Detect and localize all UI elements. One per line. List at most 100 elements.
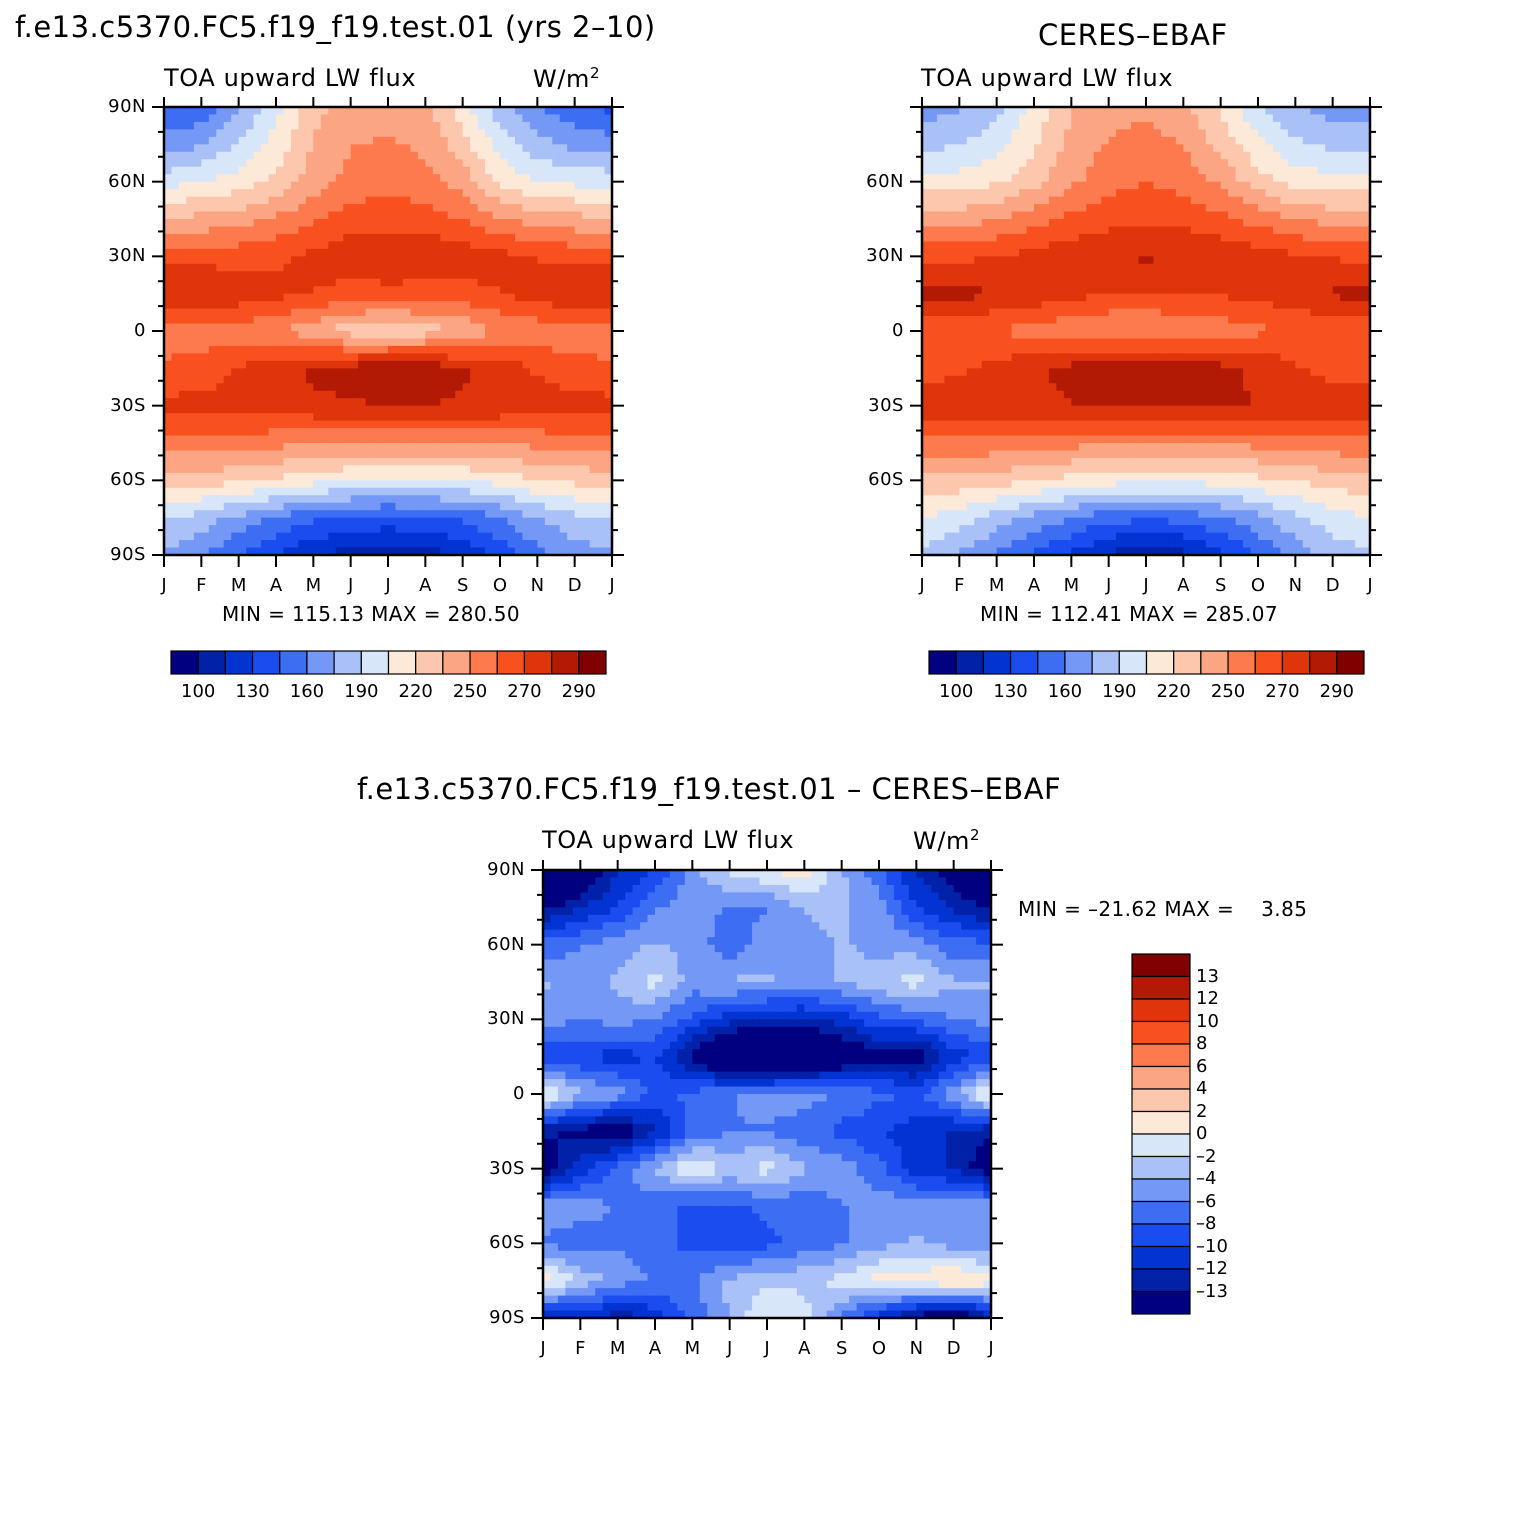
model-cell — [268, 510, 277, 519]
model-cell — [402, 144, 411, 153]
model-cell — [208, 159, 217, 168]
model-cell — [574, 189, 583, 198]
obs-cell — [1340, 233, 1349, 242]
obs-cell — [1034, 189, 1043, 198]
model-cell — [305, 428, 314, 437]
model-cell — [238, 435, 247, 444]
obs-cell — [1011, 226, 1020, 235]
obs-cell — [1190, 121, 1199, 130]
model-cell — [589, 211, 598, 220]
model-cell — [231, 196, 240, 205]
model-cell — [231, 413, 240, 422]
model-cell — [432, 480, 441, 489]
model-cell — [328, 398, 337, 407]
obs-cell — [1071, 174, 1080, 183]
model-cell — [388, 159, 397, 168]
model-cell — [305, 443, 314, 452]
model-cell — [432, 338, 441, 347]
model-cell — [276, 428, 285, 437]
model-cell — [544, 278, 553, 287]
obs-cell — [1302, 136, 1311, 145]
model-cell — [388, 278, 397, 287]
model-cell — [193, 405, 202, 414]
model-cell — [208, 121, 217, 130]
model-cell — [582, 233, 591, 242]
model-cell — [582, 226, 591, 235]
obs-cell — [1063, 129, 1072, 138]
model-cell — [470, 241, 479, 250]
model-cell — [238, 338, 247, 347]
obs-cell — [989, 121, 998, 130]
model-cell — [514, 480, 523, 489]
model-cell — [604, 547, 613, 556]
model-cell — [276, 465, 285, 474]
obs-cell — [1235, 263, 1244, 272]
obs-cell — [1175, 129, 1184, 138]
obs-cell — [1004, 129, 1013, 138]
model-cell — [186, 502, 195, 511]
obs-cell — [1004, 181, 1013, 190]
model-cell — [402, 323, 411, 332]
obs-cell — [1063, 159, 1072, 168]
model-cell — [373, 107, 382, 116]
obs-cell — [1026, 151, 1035, 160]
model-cell — [470, 465, 479, 474]
model-cell — [276, 301, 285, 310]
model-cell — [305, 502, 314, 511]
model-cell — [290, 517, 299, 526]
model-cell — [552, 443, 561, 452]
model-cell — [320, 517, 329, 526]
obs-cell — [1116, 107, 1125, 116]
obs-cell — [1078, 211, 1087, 220]
model-cell — [298, 121, 307, 130]
model-cell — [425, 189, 434, 198]
model-cell — [261, 487, 270, 496]
model-cell — [462, 375, 471, 384]
model-cell — [178, 196, 187, 205]
model-cell — [253, 525, 262, 534]
model-cell — [223, 525, 232, 534]
model-cell — [395, 121, 404, 130]
obs-cell — [922, 189, 931, 198]
model-cell — [253, 286, 262, 295]
model-cell — [261, 107, 270, 116]
model-cell — [470, 293, 479, 302]
model-cell — [298, 301, 307, 310]
model-cell — [335, 301, 344, 310]
model-cell — [537, 151, 546, 160]
obs-cell — [936, 129, 945, 138]
model-cell — [253, 450, 262, 459]
model-cell — [477, 219, 486, 228]
model-cell — [417, 443, 426, 452]
obs-cell — [1235, 114, 1244, 123]
model-cell — [582, 338, 591, 347]
model-cell — [320, 233, 329, 242]
model-cell — [582, 383, 591, 392]
obs-cell — [951, 114, 960, 123]
model-cell — [559, 360, 568, 369]
model-cell — [388, 450, 397, 459]
model-cell — [253, 331, 262, 340]
obs-cell — [1183, 248, 1192, 257]
model-cell — [470, 353, 479, 362]
model-cell — [216, 278, 225, 287]
model-cell — [328, 301, 337, 310]
obs-cell — [1183, 107, 1192, 116]
obs-cell — [1325, 256, 1334, 265]
model-cell — [231, 450, 240, 459]
model-cell — [485, 293, 494, 302]
model-cell — [582, 121, 591, 130]
model-cell — [261, 278, 270, 287]
obs-cell — [1086, 129, 1095, 138]
model-cell — [492, 219, 501, 228]
model-cell — [507, 345, 516, 354]
model-cell — [395, 278, 404, 287]
model-cell — [589, 390, 598, 399]
model-cell — [335, 293, 344, 302]
obs-cell — [1258, 204, 1267, 213]
model-cell — [358, 331, 367, 340]
model-cell — [514, 353, 523, 362]
model-cell — [365, 435, 374, 444]
obs-cell — [966, 151, 975, 160]
